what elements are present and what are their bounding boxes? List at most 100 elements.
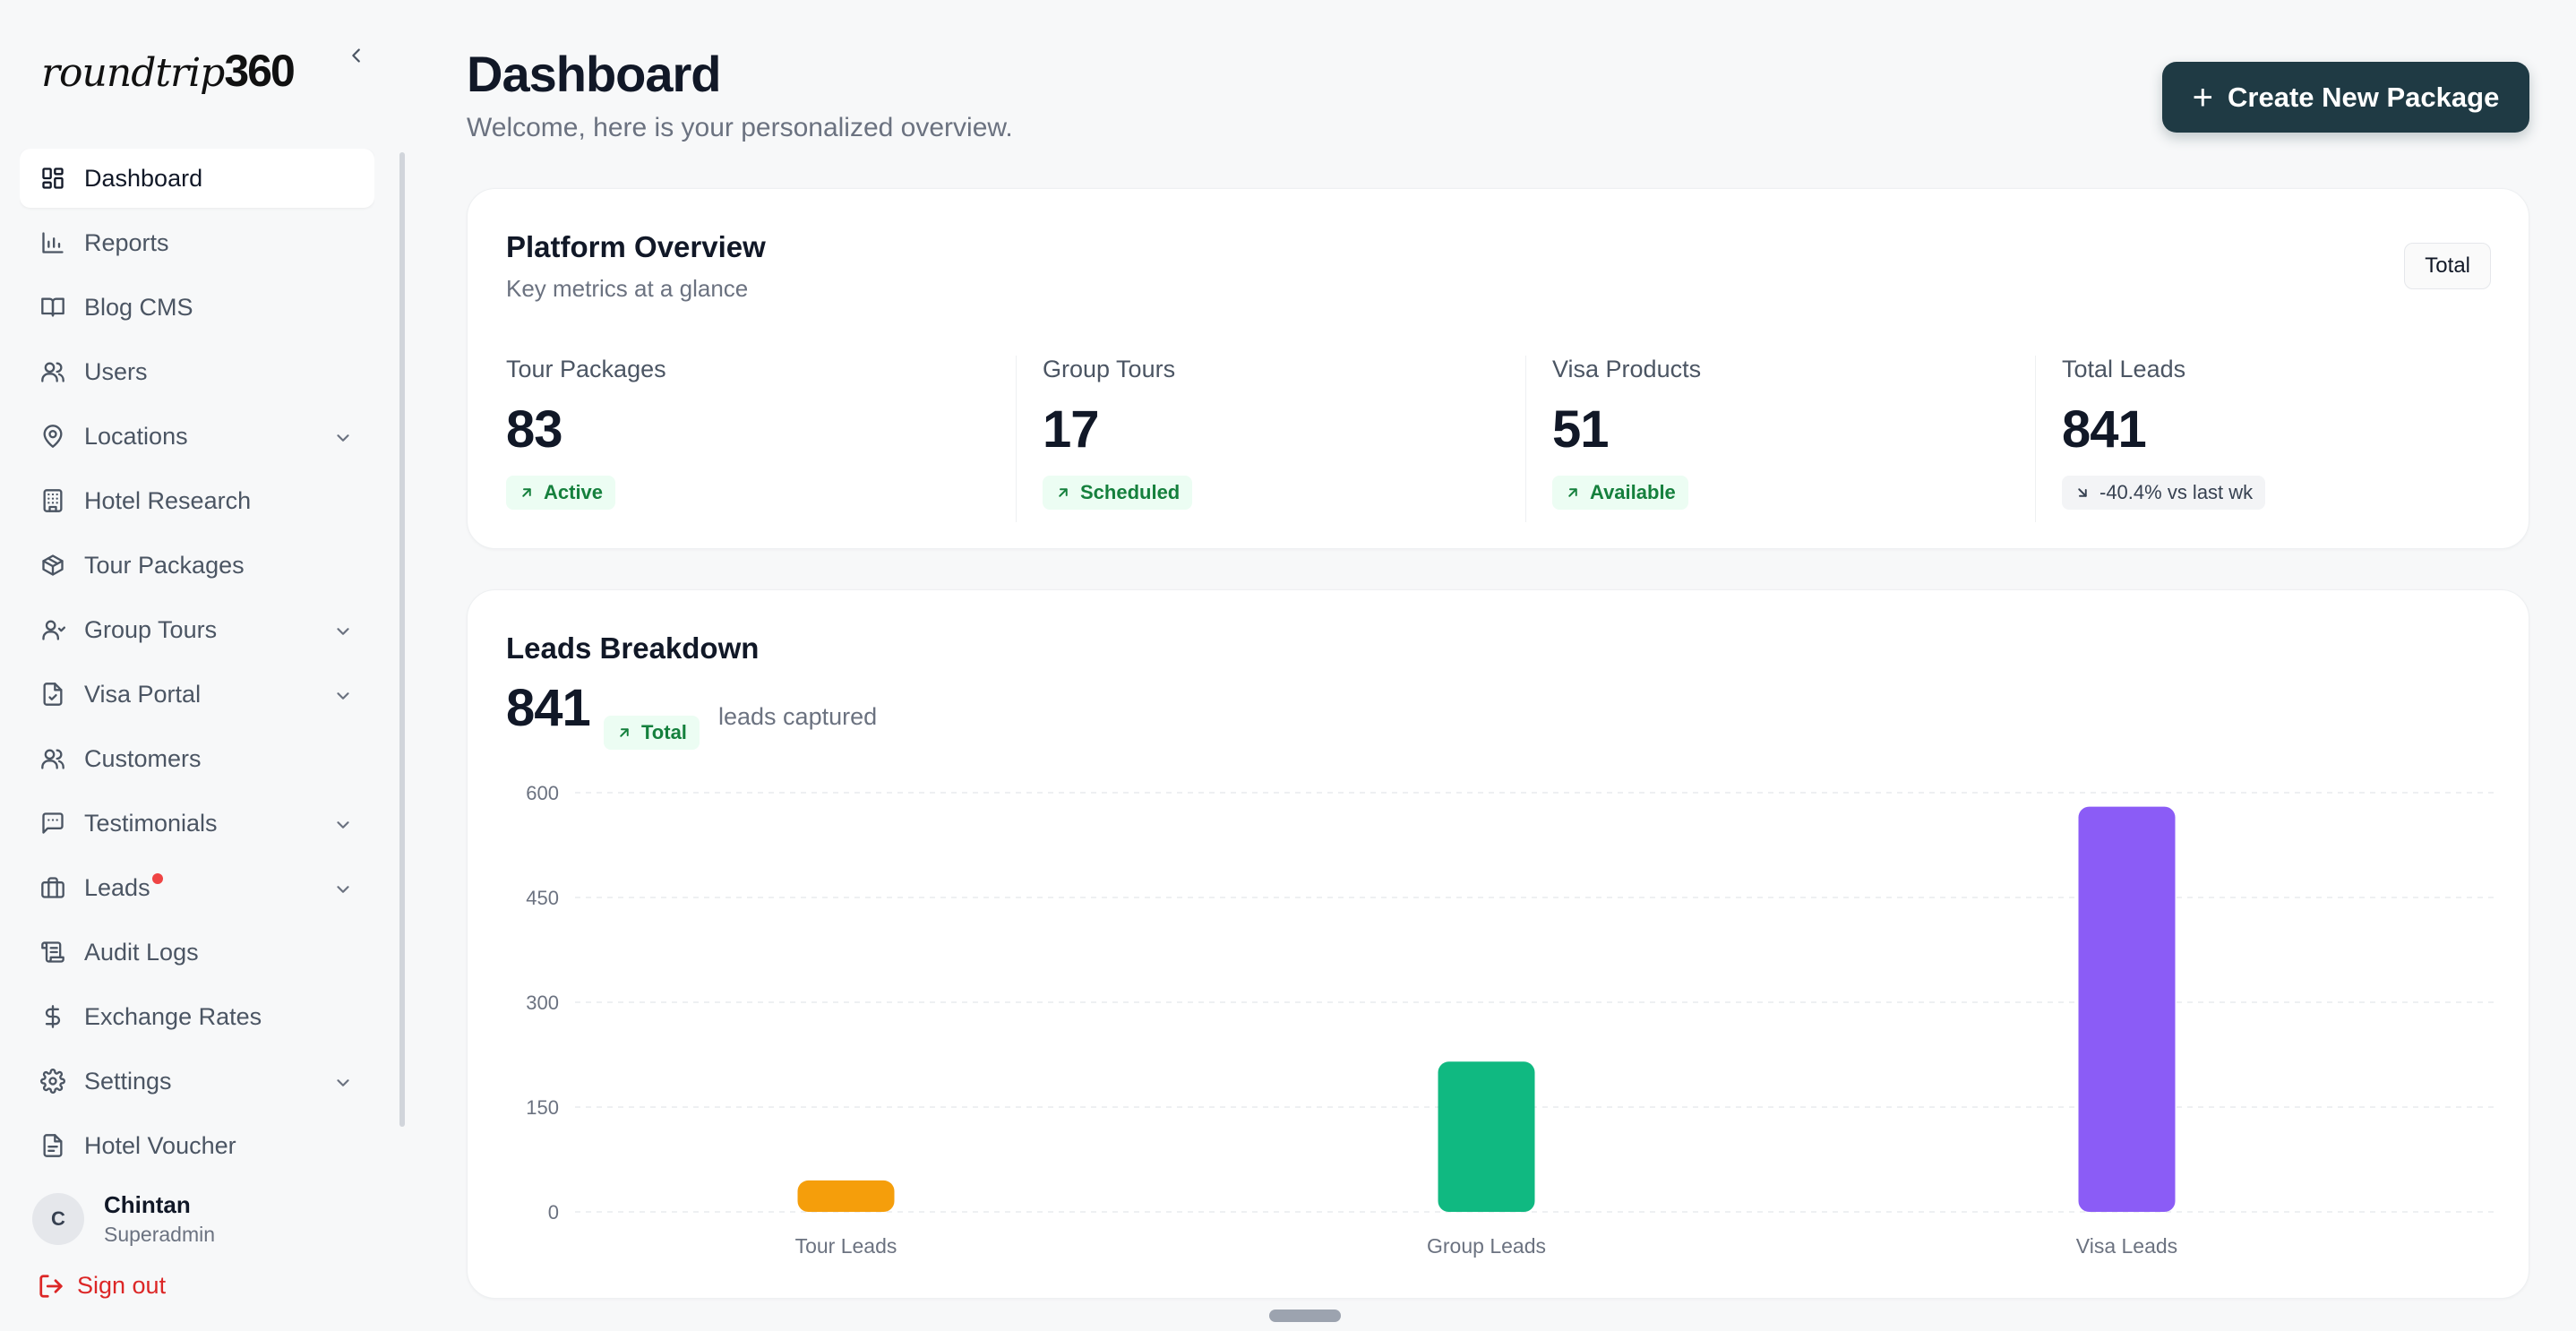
status-badge: Active	[506, 476, 616, 510]
dollar-icon	[39, 1003, 66, 1030]
user-name: Chintan	[104, 1191, 191, 1218]
sidebar-item-dashboard[interactable]: Dashboard	[20, 149, 374, 208]
chevron-down-icon[interactable]	[333, 620, 353, 640]
metric-value: 51	[1552, 400, 1610, 459]
sidebar-item-label: Hotel Voucher	[84, 1131, 236, 1159]
arrow-up-right-icon	[522, 488, 531, 497]
arrow-up-right-icon	[1568, 488, 1577, 497]
trend-badge: -40.4% vs last wk	[2062, 476, 2266, 510]
x-tick-label: Tour Leads	[795, 1234, 897, 1258]
sidebar-item-hotel-voucher[interactable]: Hotel Voucher	[20, 1116, 374, 1164]
divider	[1016, 356, 1017, 522]
users-icon	[39, 616, 66, 643]
chevron-down-icon[interactable]	[333, 1071, 353, 1091]
divider	[1525, 356, 1526, 522]
metric-value: 841	[2062, 400, 2147, 459]
metric-label: Group Tours	[1043, 356, 1176, 382]
sidebar-item-label: Locations	[84, 422, 188, 450]
file-icon	[39, 1132, 66, 1159]
badge-label: Scheduled	[1080, 481, 1181, 503]
message-icon	[39, 810, 66, 837]
avatar: C	[32, 1193, 84, 1245]
badge-label: -40.4% vs last wk	[2099, 481, 2254, 503]
metric-label: Total Leads	[2062, 356, 2186, 382]
sidebar-item-blog-cms[interactable]: Blog CMS	[20, 278, 374, 337]
sidebar-item-label: Users	[84, 357, 148, 385]
x-tick-label: Group Leads	[1427, 1234, 1546, 1258]
y-tick-label: 300	[526, 992, 559, 1014]
sidebar-item-label: Tour Packages	[84, 551, 245, 579]
sidebar-item-label: Leads	[84, 873, 150, 901]
sidebar-item-label: Settings	[84, 1067, 172, 1095]
metric-group-tours: Group Tours 17 Scheduled	[1043, 356, 1193, 526]
sidebar-item-audit-logs[interactable]: Audit Logs	[20, 923, 374, 982]
gear-icon	[39, 1068, 66, 1095]
sign-out-button[interactable]: Sign out	[38, 1272, 166, 1300]
sidebar-item-settings[interactable]: Settings	[20, 1052, 374, 1111]
divider	[2035, 356, 2036, 522]
plus-icon: +	[2192, 77, 2214, 117]
sidebar-item-label: Testimonials	[84, 809, 218, 837]
bar-group-leads[interactable]	[1438, 1061, 1535, 1212]
file-check-icon	[39, 681, 66, 708]
leads-total: 841	[506, 679, 591, 737]
briefcase-icon	[39, 874, 66, 901]
sidebar-nav: Dashboard Reports Blog CMS Users Locatio…	[20, 149, 374, 1164]
user-profile[interactable]: C Chintan Superadmin	[32, 1189, 373, 1249]
logo[interactable]: roundtrip360	[41, 45, 373, 99]
building-icon	[39, 487, 66, 514]
sign-out-label: Sign out	[77, 1272, 167, 1299]
arrow-up-right-icon	[620, 728, 629, 737]
chevron-down-icon[interactable]	[333, 426, 353, 446]
sidebar-item-leads[interactable]: Leads	[20, 858, 374, 917]
chevron-down-icon[interactable]	[333, 813, 353, 833]
bar-visa-leads[interactable]	[2078, 806, 2176, 1212]
sidebar-item-reports[interactable]: Reports	[20, 213, 374, 272]
leads-breakdown-card: 0 150 300 450 600 Tour Leads Group Leads Visa L…	[467, 589, 2529, 1299]
collapse-sidebar-button[interactable]	[340, 39, 373, 72]
users-icon	[39, 745, 66, 772]
scroll-handle[interactable]	[1269, 1310, 1341, 1322]
sidebar-item-label: Reports	[84, 228, 169, 256]
sidebar-item-locations[interactable]: Locations	[20, 407, 374, 466]
metric-tour-packages: Tour Packages 83 Active	[506, 356, 666, 526]
status-badge: Available	[1552, 476, 1688, 510]
arrow-down-right-icon	[2078, 488, 2087, 497]
package-icon	[39, 552, 66, 579]
users-icon	[39, 358, 66, 385]
create-package-button[interactable]: + Create New Package	[2162, 62, 2529, 133]
total-chip[interactable]: Total	[2404, 243, 2491, 289]
metric-visa-products: Visa Products 51 Available	[1552, 356, 1701, 526]
status-badge: Scheduled	[1043, 476, 1193, 510]
sidebar-item-hotel-research[interactable]: Hotel Research	[20, 471, 374, 530]
card-title: Leads Breakdown	[506, 631, 760, 665]
sidebar-item-tour-packages[interactable]: Tour Packages	[20, 536, 374, 595]
sidebar-scrollbar[interactable]	[399, 152, 405, 1127]
sidebar-item-label: Dashboard	[84, 164, 203, 192]
sidebar-item-label: Audit Logs	[84, 938, 199, 966]
bar-tour-leads[interactable]	[797, 1180, 895, 1212]
sidebar-item-group-tours[interactable]: Group Tours	[20, 600, 374, 659]
page-title: Dashboard	[467, 46, 721, 102]
y-tick-label: 0	[548, 1201, 559, 1224]
map-pin-icon	[39, 423, 66, 450]
sidebar-item-label: Visa Portal	[84, 680, 202, 708]
sidebar: roundtrip360 Dashboard Reports Blog CMS …	[0, 0, 405, 1331]
chevron-down-icon[interactable]	[333, 878, 353, 897]
sidebar-item-label: Customers	[84, 744, 202, 772]
badge-label: Available	[1590, 481, 1676, 503]
sidebar-item-visa-portal[interactable]: Visa Portal	[20, 665, 374, 724]
metric-label: Tour Packages	[506, 356, 666, 382]
sidebar-item-label: Blog CMS	[84, 293, 193, 321]
total-badge: Total	[604, 716, 700, 750]
sidebar-item-customers[interactable]: Customers	[20, 729, 374, 788]
bar-chart-icon	[39, 229, 66, 256]
sidebar-item-testimonials[interactable]: Testimonials	[20, 794, 374, 853]
book-icon	[39, 294, 66, 321]
y-tick-label: 450	[526, 887, 559, 909]
logout-icon	[39, 1274, 63, 1298]
sidebar-item-exchange-rates[interactable]: Exchange Rates	[20, 987, 374, 1046]
card-title: Platform Overview	[506, 230, 766, 263]
sidebar-item-users[interactable]: Users	[20, 342, 374, 401]
chevron-down-icon[interactable]	[333, 684, 353, 704]
